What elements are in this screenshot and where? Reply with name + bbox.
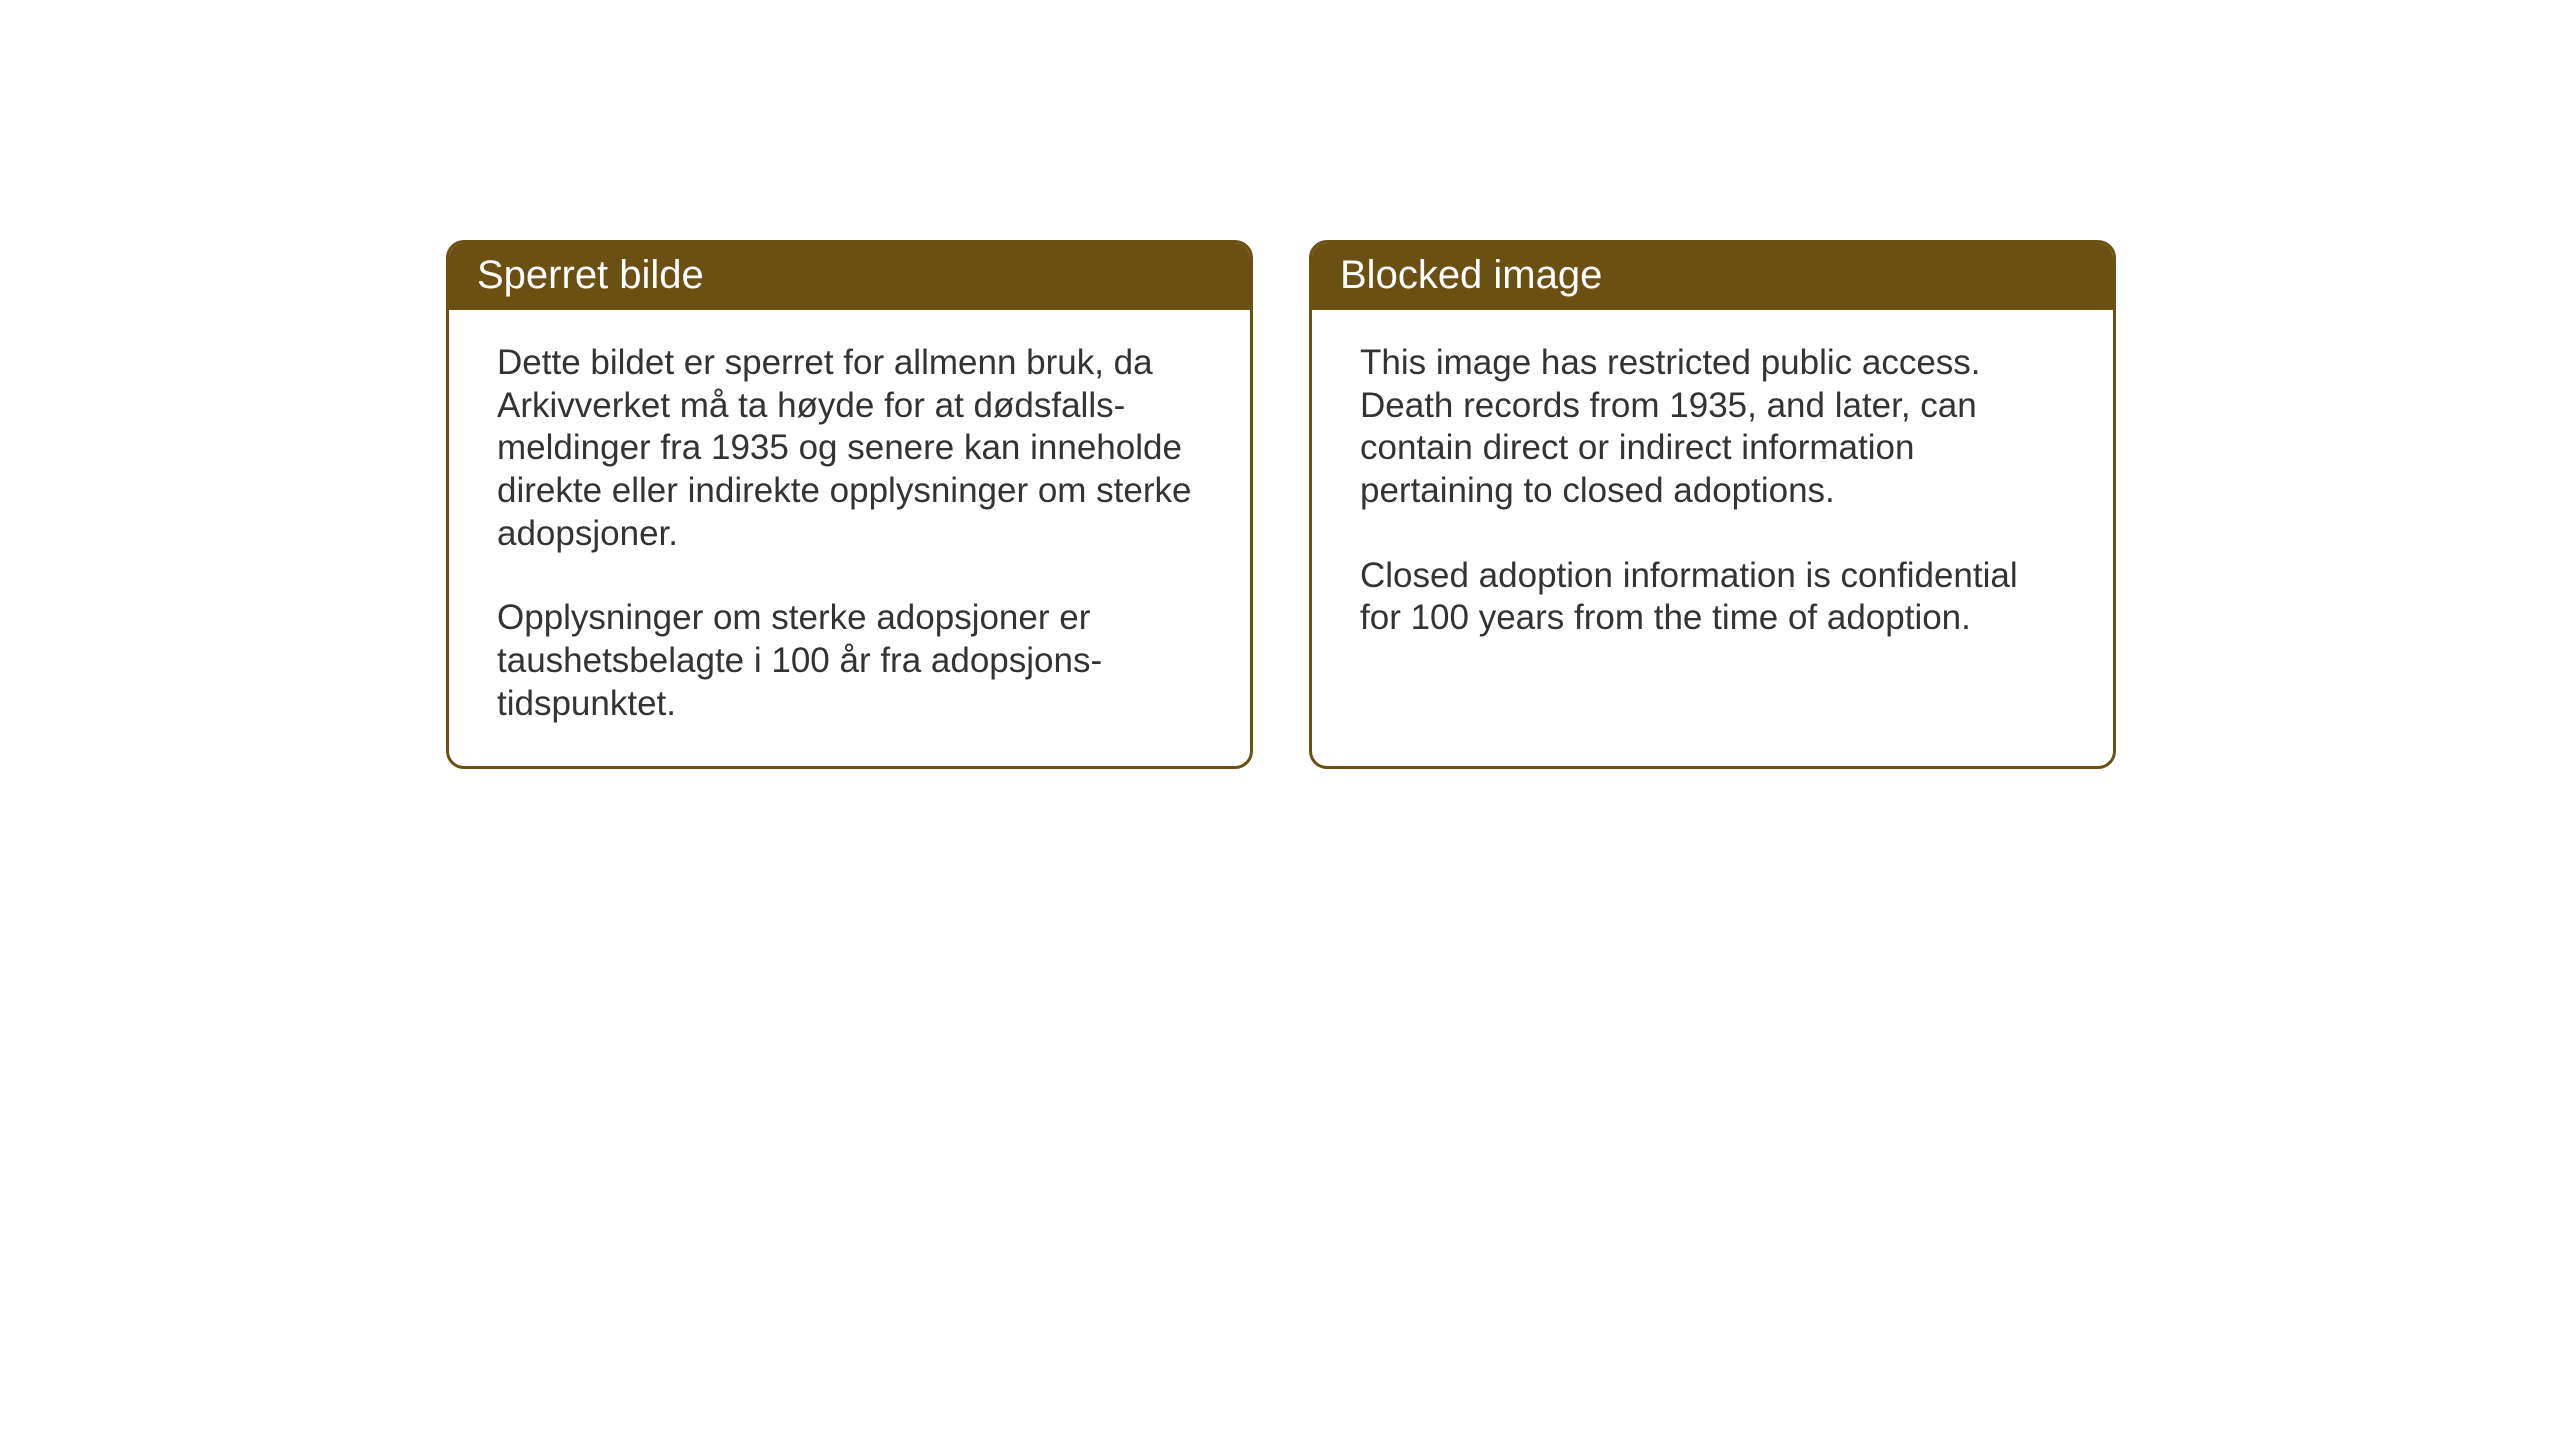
- english-notice-panel: Blocked image This image has restricted …: [1309, 240, 2116, 769]
- norwegian-notice-panel: Sperret bilde Dette bildet er sperret fo…: [446, 240, 1253, 769]
- english-paragraph-1: This image has restricted public access.…: [1360, 342, 2065, 513]
- norwegian-paragraph-1: Dette bildet er sperret for allmenn bruk…: [497, 342, 1202, 555]
- english-panel-title: Blocked image: [1312, 243, 2113, 310]
- norwegian-panel-body: Dette bildet er sperret for allmenn bruk…: [449, 310, 1250, 766]
- english-panel-body: This image has restricted public access.…: [1312, 310, 2113, 737]
- notice-container: Sperret bilde Dette bildet er sperret fo…: [446, 240, 2116, 769]
- english-paragraph-2: Closed adoption information is confident…: [1360, 555, 2065, 640]
- norwegian-panel-title: Sperret bilde: [449, 243, 1250, 310]
- norwegian-paragraph-2: Opplysninger om sterke adopsjoner er tau…: [497, 597, 1202, 725]
